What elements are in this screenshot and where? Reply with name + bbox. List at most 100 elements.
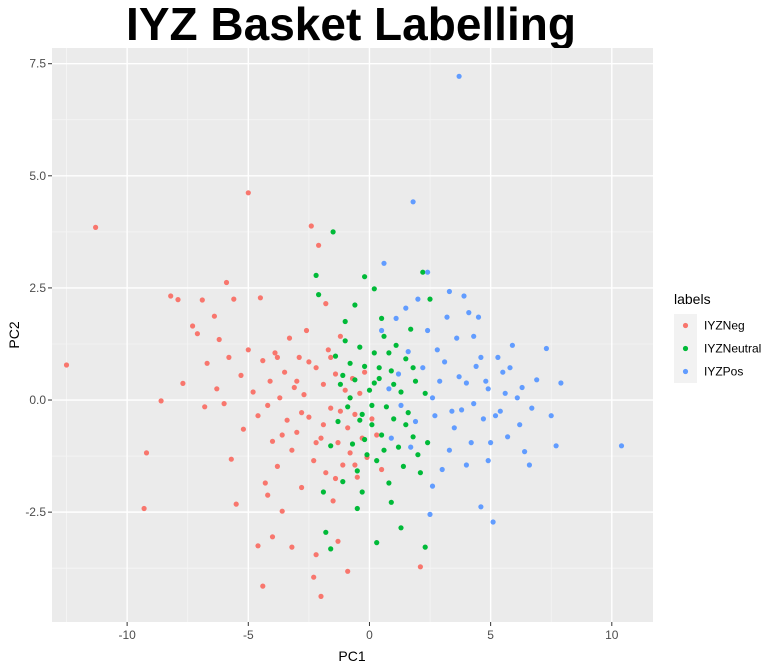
data-point bbox=[425, 269, 431, 275]
data-point bbox=[311, 574, 317, 580]
data-point bbox=[260, 583, 266, 589]
data-point bbox=[223, 279, 230, 286]
data-point bbox=[391, 416, 397, 422]
data-point bbox=[444, 314, 450, 320]
chart-title: IYZ Basket Labelling bbox=[126, 0, 576, 50]
data-point bbox=[432, 413, 438, 419]
data-point bbox=[519, 384, 525, 391]
data-point bbox=[369, 416, 375, 422]
data-point bbox=[553, 443, 559, 449]
data-point bbox=[320, 381, 326, 387]
data-point bbox=[180, 380, 186, 386]
data-point bbox=[337, 333, 343, 339]
x-axis: -10 -5 0 5 10 bbox=[118, 622, 619, 642]
data-point bbox=[257, 295, 263, 301]
data-point bbox=[316, 292, 322, 298]
data-point bbox=[330, 498, 336, 504]
data-point bbox=[517, 422, 523, 428]
data-point bbox=[466, 310, 472, 316]
data-point bbox=[279, 432, 285, 438]
data-point bbox=[226, 354, 232, 360]
data-point bbox=[393, 315, 399, 321]
data-point bbox=[478, 504, 484, 510]
data-point bbox=[446, 288, 452, 295]
data-point bbox=[286, 335, 293, 341]
data-point bbox=[301, 392, 307, 398]
legend: labels IYZNeg IYZNeutral IYZPos bbox=[674, 291, 761, 383]
data-point bbox=[347, 450, 353, 456]
data-point bbox=[262, 480, 268, 486]
legend-label: IYZNeutral bbox=[704, 342, 761, 356]
data-point bbox=[488, 440, 494, 446]
x-tick-label: 0 bbox=[366, 628, 373, 642]
data-point bbox=[332, 475, 339, 482]
data-point bbox=[340, 462, 346, 468]
data-point bbox=[328, 546, 334, 552]
data-point bbox=[400, 463, 406, 469]
data-point bbox=[459, 407, 465, 413]
data-point bbox=[371, 380, 377, 386]
data-point bbox=[141, 505, 147, 512]
data-point bbox=[306, 359, 312, 365]
data-point bbox=[269, 438, 276, 444]
y-tick-label: -2.5 bbox=[25, 505, 46, 519]
data-point bbox=[323, 301, 329, 307]
data-point bbox=[199, 297, 205, 303]
data-point bbox=[313, 272, 319, 278]
data-point bbox=[214, 386, 220, 392]
data-point bbox=[325, 347, 331, 353]
data-point bbox=[245, 190, 251, 196]
data-point bbox=[320, 489, 326, 495]
data-point bbox=[405, 349, 411, 355]
data-point bbox=[417, 564, 423, 570]
data-point bbox=[349, 441, 356, 447]
data-point bbox=[354, 468, 360, 474]
data-point bbox=[403, 422, 409, 428]
plot-panel bbox=[52, 48, 653, 622]
data-point bbox=[245, 347, 251, 353]
data-point bbox=[63, 362, 70, 368]
data-point bbox=[502, 390, 508, 396]
data-point bbox=[340, 479, 346, 485]
data-point bbox=[386, 350, 392, 356]
data-point bbox=[158, 398, 164, 404]
data-point bbox=[422, 390, 428, 396]
data-point bbox=[425, 327, 431, 334]
data-point bbox=[412, 378, 419, 384]
data-point bbox=[468, 440, 474, 446]
data-point bbox=[359, 411, 365, 417]
data-point bbox=[267, 378, 273, 384]
data-point bbox=[473, 363, 479, 369]
major-gridlines bbox=[52, 48, 653, 622]
data-point bbox=[456, 374, 462, 380]
data-point bbox=[403, 356, 409, 362]
data-point bbox=[374, 540, 380, 546]
data-point bbox=[240, 426, 246, 432]
data-point bbox=[323, 529, 329, 535]
data-point bbox=[379, 315, 385, 321]
data-point bbox=[417, 470, 423, 476]
y-tick-label: 5.0 bbox=[29, 169, 46, 183]
data-point bbox=[362, 369, 368, 375]
data-point bbox=[369, 422, 375, 428]
data-point bbox=[386, 386, 392, 392]
data-point bbox=[347, 360, 353, 366]
data-point bbox=[306, 414, 312, 420]
data-point bbox=[451, 425, 457, 431]
data-point bbox=[383, 404, 389, 410]
data-point bbox=[427, 511, 433, 517]
data-point bbox=[366, 387, 373, 393]
data-point bbox=[388, 368, 394, 374]
data-point bbox=[345, 425, 351, 431]
data-point bbox=[403, 305, 409, 311]
data-point bbox=[211, 313, 217, 319]
data-point bbox=[415, 296, 421, 302]
data-point bbox=[405, 410, 411, 416]
legend-label: IYZNeg bbox=[704, 319, 745, 333]
data-point bbox=[429, 395, 436, 401]
data-point bbox=[202, 404, 208, 410]
data-point bbox=[342, 387, 348, 393]
data-point bbox=[289, 447, 295, 453]
data-point bbox=[143, 450, 150, 456]
x-tick-label: 5 bbox=[487, 628, 494, 642]
